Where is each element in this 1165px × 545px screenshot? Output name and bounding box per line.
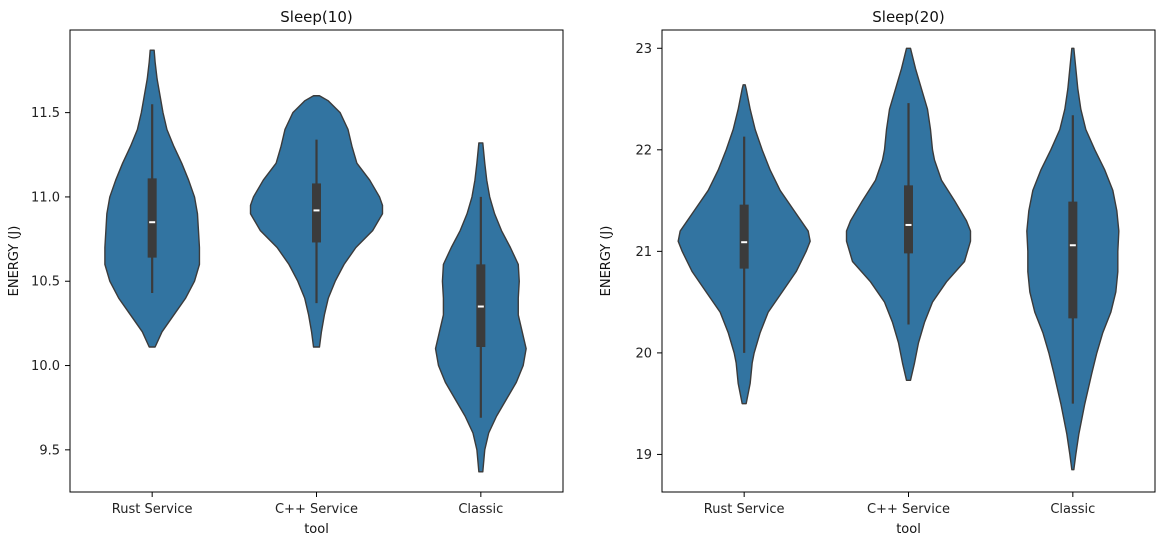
violin-iqr-box (1068, 201, 1078, 319)
y-tick-label: 20 (635, 346, 652, 361)
y-axis-label: ENERGY (J) (7, 226, 22, 297)
x-tick-label: Rust Service (704, 502, 785, 517)
x-axis-label: tool (896, 522, 921, 537)
y-tick-label: 10.0 (31, 359, 60, 374)
y-tick-label: 11.5 (31, 106, 60, 121)
violin-iqr-box (904, 185, 913, 254)
chart-title: Sleep(20) (872, 8, 944, 26)
y-tick-label: 9.5 (39, 443, 60, 458)
y-tick-label: 23 (635, 42, 652, 57)
y-tick-label: 21 (635, 245, 652, 260)
violin-panel-sleep20: Sleep(20) tool ENERGY (J) 19 20 21 22 23 Rust… (599, 8, 1156, 537)
y-tick-label: 19 (635, 448, 652, 463)
x-tick-label: C++ Service (867, 502, 950, 517)
violin-panel-sleep10: Sleep(10) tool ENERGY (J) 9.5 10.0 10.5 11.… (7, 8, 564, 537)
x-tick-label: C++ Service (275, 502, 358, 517)
chart-title: Sleep(10) (280, 8, 352, 26)
y-tick-label: 10.5 (31, 275, 60, 290)
violin-iqr-box (739, 204, 749, 269)
x-tick-label: Rust Service (112, 502, 193, 517)
violin-iqr-box (312, 183, 321, 243)
x-axis-label: tool (304, 522, 329, 537)
y-tick-label: 22 (635, 143, 652, 158)
violin-iqr-box (147, 178, 157, 258)
x-tick-label: Classic (458, 502, 503, 517)
x-tick-label: Classic (1050, 502, 1095, 517)
y-tick-label: 11.0 (31, 190, 60, 205)
y-axis-label: ENERGY (J) (599, 226, 614, 297)
